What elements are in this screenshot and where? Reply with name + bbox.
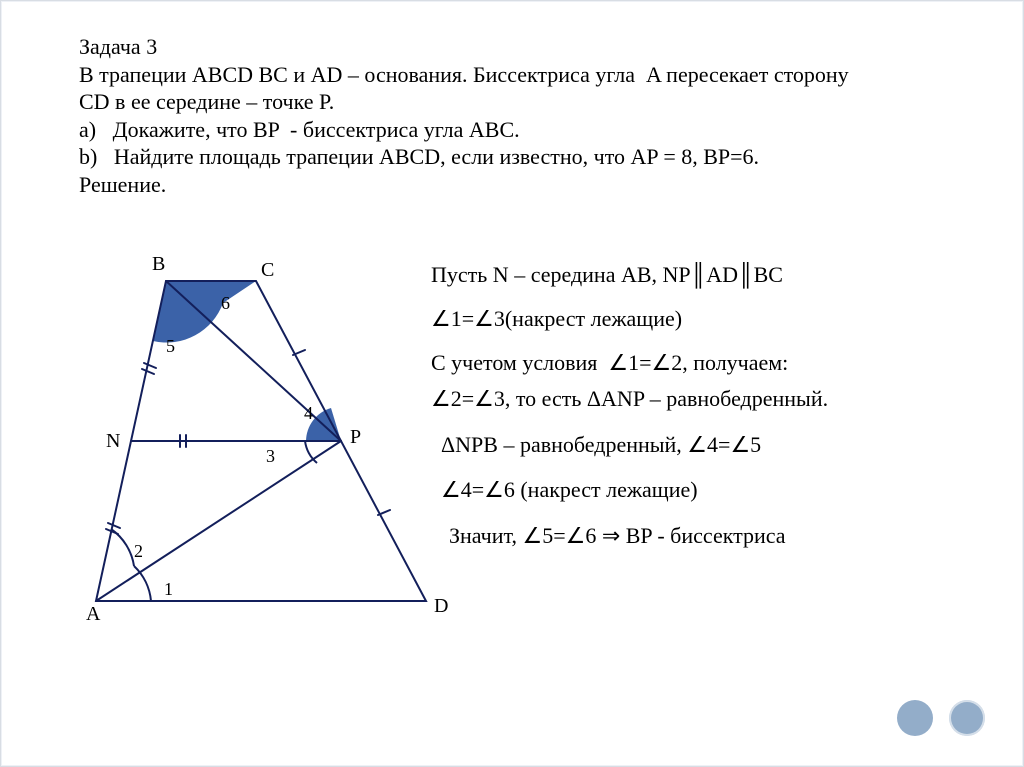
- label-ang-5: 5: [166, 336, 175, 357]
- solution-line-4: ∠2=∠3, то есть ΔANP – равнобедренный.: [431, 383, 983, 415]
- angle-fill-B: [153, 281, 256, 343]
- figure-lines: [96, 281, 426, 601]
- solution-line-3: С учетом условия ∠1=∠2, получаем:: [431, 347, 983, 379]
- label-B: B: [152, 253, 165, 276]
- problem-line-2: В трапеции ABCD BC и AD – основания. Бис…: [79, 61, 945, 89]
- label-ang-3: 3: [266, 446, 275, 467]
- problem-line-1: Задача 3: [79, 33, 945, 61]
- nav-next-button[interactable]: [949, 700, 985, 736]
- problem-line-3: CD в ее середине – точке P.: [79, 88, 945, 116]
- label-ang-1: 1: [164, 579, 173, 600]
- problem-line-5: b) Найдите площадь трапеции ABCD, если и…: [79, 143, 945, 171]
- label-C: C: [261, 259, 274, 282]
- slide-page: Задача 3 В трапеции ABCD BC и AD – основ…: [0, 0, 1024, 767]
- solution-line-2: ∠1=∠3(накрест лежащие): [431, 303, 983, 335]
- angle-arc-2: [111, 529, 134, 566]
- problem-line-6: Решение.: [79, 171, 945, 199]
- problem-block: Задача 3 В трапеции ABCD BC и AD – основ…: [79, 33, 945, 198]
- problem-line-4: a) Докажите, что BP - биссектриса угла A…: [79, 116, 945, 144]
- label-ang-4: 4: [304, 403, 313, 424]
- solution-line-7: Значит, ∠5=∠6 ⇒ BP - биссектриса: [431, 520, 983, 552]
- solution-line-1: Пусть N – середина AB, NP║AD║BC: [431, 259, 983, 291]
- label-ang-2: 2: [134, 541, 143, 562]
- solution-block: Пусть N – середина AB, NP║AD║BC ∠1=∠3(на…: [431, 259, 983, 556]
- label-ang-6: 6: [221, 293, 230, 314]
- geometry-figure: A B C D N P 1 2 3 4 5 6: [56, 251, 476, 661]
- label-A: A: [86, 603, 100, 626]
- solution-line-6: ∠4=∠6 (накрест лежащие): [431, 474, 983, 506]
- solution-line-5: ΔNPB – равнобедренный, ∠4=∠5: [431, 429, 983, 461]
- label-P: P: [350, 426, 361, 449]
- label-N: N: [106, 430, 120, 453]
- nav-prev-button[interactable]: [897, 700, 933, 736]
- label-D: D: [434, 595, 448, 618]
